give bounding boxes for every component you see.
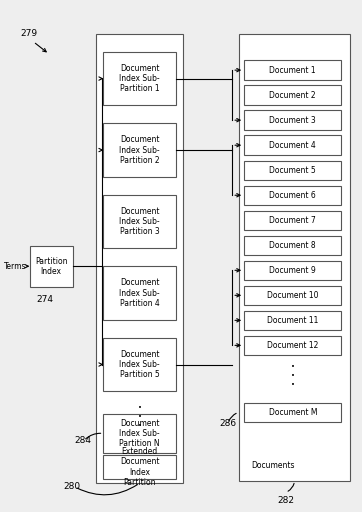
Text: •: • bbox=[291, 364, 295, 370]
Bar bbox=[104, 266, 176, 320]
Text: Document 1: Document 1 bbox=[269, 66, 316, 75]
Text: 282: 282 bbox=[277, 496, 294, 504]
Text: Document M: Document M bbox=[269, 408, 317, 417]
Text: Document
Index Sub-
Partition 1: Document Index Sub- Partition 1 bbox=[119, 63, 160, 94]
Bar bbox=[30, 246, 73, 287]
Text: Document 10: Document 10 bbox=[267, 291, 319, 300]
Text: 279: 279 bbox=[21, 29, 38, 38]
Text: 284: 284 bbox=[75, 436, 92, 445]
Text: •: • bbox=[138, 404, 142, 411]
Text: Document 8: Document 8 bbox=[269, 241, 316, 250]
Bar bbox=[244, 402, 341, 422]
Text: Terms: Terms bbox=[4, 262, 27, 271]
Bar bbox=[244, 286, 341, 305]
Bar bbox=[104, 414, 176, 453]
Text: Document 12: Document 12 bbox=[267, 341, 319, 350]
Bar bbox=[244, 111, 341, 130]
Text: 280: 280 bbox=[64, 482, 81, 492]
Bar bbox=[244, 261, 341, 280]
Text: Document 9: Document 9 bbox=[269, 266, 316, 275]
Text: Document 3: Document 3 bbox=[269, 116, 316, 125]
Bar bbox=[104, 455, 176, 479]
Text: Document 2: Document 2 bbox=[269, 91, 316, 100]
Text: Document
Index Sub-
Partition N: Document Index Sub- Partition N bbox=[119, 418, 160, 449]
Bar bbox=[244, 161, 341, 180]
Bar bbox=[244, 236, 341, 255]
Text: Extended
Document
Index
Partition: Extended Document Index Partition bbox=[120, 447, 159, 487]
Text: Documents: Documents bbox=[251, 461, 295, 470]
Bar bbox=[104, 123, 176, 177]
Bar bbox=[244, 86, 341, 105]
Bar bbox=[244, 210, 341, 230]
Bar bbox=[96, 34, 183, 483]
Text: Document 4: Document 4 bbox=[269, 141, 316, 150]
Bar bbox=[244, 311, 341, 330]
Bar bbox=[104, 195, 176, 248]
Text: Document
Index Sub-
Partition 2: Document Index Sub- Partition 2 bbox=[119, 135, 160, 165]
Text: Document
Index Sub-
Partition 5: Document Index Sub- Partition 5 bbox=[119, 350, 160, 379]
Bar bbox=[239, 34, 350, 481]
Text: 274: 274 bbox=[37, 295, 54, 304]
Text: Document
Index Sub-
Partition 3: Document Index Sub- Partition 3 bbox=[119, 207, 160, 237]
Bar bbox=[104, 52, 176, 105]
Text: •: • bbox=[138, 414, 142, 420]
Bar bbox=[244, 136, 341, 155]
Text: 286: 286 bbox=[219, 419, 236, 428]
Bar bbox=[244, 185, 341, 205]
Text: •: • bbox=[291, 382, 295, 388]
Bar bbox=[244, 60, 341, 80]
Text: •: • bbox=[291, 373, 295, 379]
Text: •: • bbox=[138, 423, 142, 429]
Text: Document 6: Document 6 bbox=[269, 191, 316, 200]
Text: Document 7: Document 7 bbox=[269, 216, 316, 225]
Text: Document 5: Document 5 bbox=[269, 166, 316, 175]
Text: Partition
Index: Partition Index bbox=[35, 257, 67, 276]
Bar bbox=[104, 338, 176, 391]
Bar bbox=[244, 336, 341, 355]
Text: Document
Index Sub-
Partition 4: Document Index Sub- Partition 4 bbox=[119, 278, 160, 308]
Text: Document 11: Document 11 bbox=[267, 316, 319, 325]
